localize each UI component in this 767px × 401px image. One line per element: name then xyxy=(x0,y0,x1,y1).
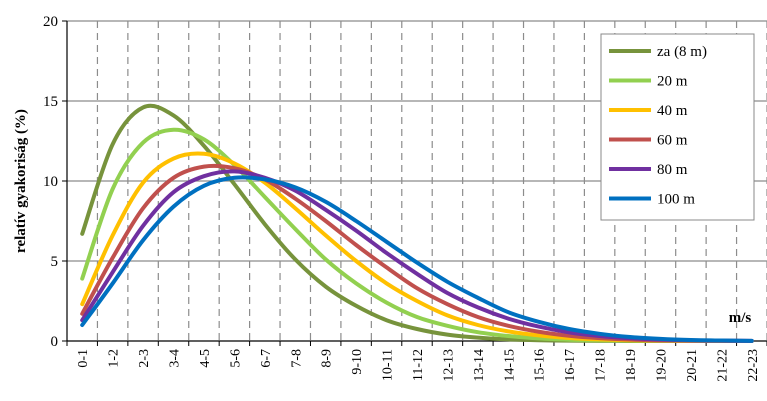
x-tick-label: 21-22 xyxy=(715,349,730,382)
x-tick-label: 7-8 xyxy=(289,349,304,368)
tick-labels: 0 5 10 15 20 0-1 1-2 2-3 3-4 4-5 5-6 6-7 7-8 8-9 9-10 1… xyxy=(43,14,761,382)
x-tick-label: 6-7 xyxy=(259,349,274,368)
x-tick-label: 10-11 xyxy=(381,349,396,381)
x-tick-label: 13-14 xyxy=(472,349,487,382)
x-tick-label: 20-21 xyxy=(685,349,700,382)
y-axis-title: relatív gyakoriság (%) xyxy=(13,109,29,253)
x-tick-label: 1-2 xyxy=(107,349,122,368)
x-tick-label: 18-19 xyxy=(624,349,639,382)
x-tick-label: 0-1 xyxy=(76,349,91,368)
x-tick-label: 16-17 xyxy=(563,349,578,382)
x-tick-label: 15-16 xyxy=(533,349,548,382)
y-tick-label: 10 xyxy=(43,174,58,190)
x-tick-label: 17-18 xyxy=(594,349,609,382)
y-tick-label: 0 xyxy=(51,334,59,350)
y-tick-label: 5 xyxy=(51,254,59,270)
x-tick-label: 9-10 xyxy=(350,349,365,375)
legend-label: 100 m xyxy=(657,192,695,208)
legend-label: za (8 m) xyxy=(657,44,707,60)
y-tick-label: 15 xyxy=(43,94,58,110)
x-tick-label: 12-13 xyxy=(441,349,456,382)
y-tick-label: 20 xyxy=(43,14,58,30)
series-line-6 xyxy=(80,175,754,343)
legend: za (8 m) 20 m 40 m 60 m 80 m 100 m xyxy=(600,33,755,221)
x-tick-label: 8-9 xyxy=(320,349,335,368)
x-tick-label: 4-5 xyxy=(198,349,213,368)
x-tick-label: 5-6 xyxy=(228,349,243,368)
legend-label: 40 m xyxy=(657,103,688,119)
legend-label: 80 m xyxy=(657,162,688,178)
x-tick-label: 19-20 xyxy=(654,349,669,382)
legend-box xyxy=(600,33,755,221)
legend-label: 60 m xyxy=(657,133,688,149)
x-tick-label: 22-23 xyxy=(746,349,761,382)
x-tick-label: 14-15 xyxy=(502,349,517,382)
x-axis-unit: m/s xyxy=(729,310,752,326)
x-tick-label: 11-12 xyxy=(411,349,426,381)
series-lines xyxy=(80,103,754,344)
legend-label: 20 m xyxy=(657,74,688,90)
x-tick-label: 3-4 xyxy=(168,349,183,368)
x-tick-label: 2-3 xyxy=(137,349,152,368)
